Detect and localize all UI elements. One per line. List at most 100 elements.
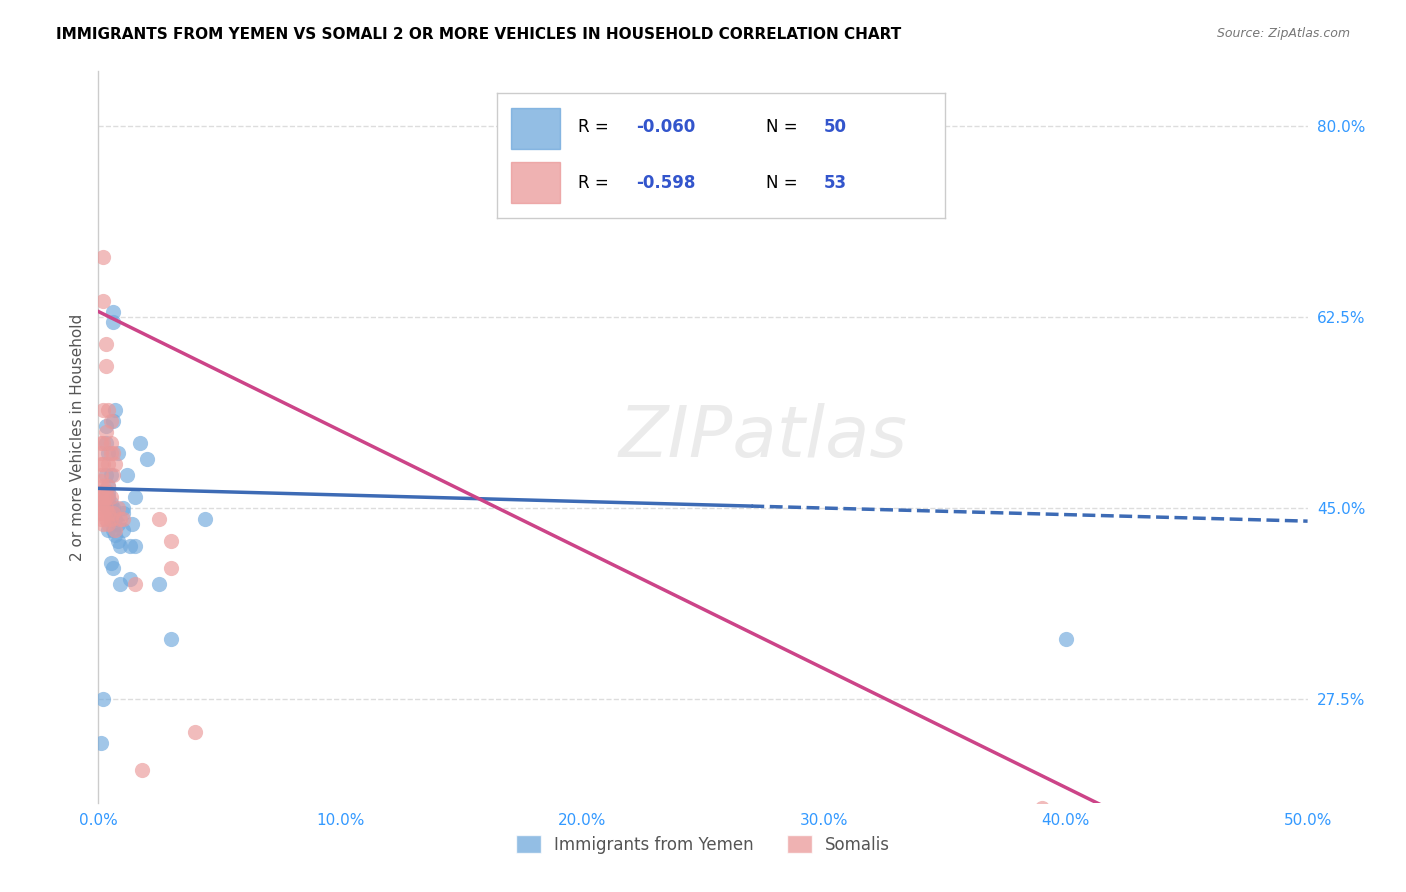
- Text: ZIPatlas: ZIPatlas: [619, 402, 908, 472]
- Point: [107, 533, 129, 548]
- Point: [135, 451, 157, 466]
- Text: IMMIGRANTS FROM YEMEN VS SOMALI 2 OR MORE VEHICLES IN HOUSEHOLD CORRELATION CHAR: IMMIGRANTS FROM YEMEN VS SOMALI 2 OR MOR…: [56, 27, 901, 42]
- Point: [94, 359, 117, 373]
- Point: [90, 484, 112, 499]
- Point: [100, 490, 122, 504]
- Point: [90, 446, 112, 460]
- Point: [160, 533, 183, 548]
- Point: [108, 539, 131, 553]
- Point: [91, 479, 114, 493]
- Point: [100, 512, 122, 526]
- Point: [100, 507, 122, 521]
- Point: [90, 435, 112, 450]
- Point: [108, 512, 131, 526]
- Point: [101, 507, 124, 521]
- Point: [91, 435, 114, 450]
- Point: [111, 523, 134, 537]
- Point: [111, 507, 134, 521]
- Point: [94, 512, 117, 526]
- Point: [94, 490, 117, 504]
- Point: [97, 523, 120, 537]
- Point: [148, 512, 170, 526]
- Point: [94, 425, 117, 439]
- Point: [97, 402, 120, 417]
- Point: [100, 435, 122, 450]
- Point: [90, 468, 112, 483]
- Point: [97, 446, 120, 460]
- Point: [101, 523, 124, 537]
- Point: [91, 692, 114, 706]
- Point: [90, 458, 112, 472]
- Point: [107, 446, 129, 460]
- Point: [90, 474, 112, 488]
- Point: [91, 507, 114, 521]
- Point: [100, 414, 122, 428]
- Point: [90, 490, 112, 504]
- Point: [91, 517, 114, 532]
- Text: Source: ZipAtlas.com: Source: ZipAtlas.com: [1216, 27, 1350, 40]
- Point: [111, 512, 134, 526]
- Point: [118, 572, 141, 586]
- Point: [91, 293, 114, 308]
- Point: [91, 495, 114, 509]
- Point: [104, 458, 127, 472]
- Point: [97, 490, 120, 504]
- Point: [90, 507, 112, 521]
- Point: [100, 446, 122, 460]
- Point: [101, 468, 124, 483]
- Point: [101, 446, 124, 460]
- Point: [97, 501, 120, 516]
- Point: [97, 458, 120, 472]
- Point: [91, 458, 114, 472]
- Point: [101, 304, 124, 318]
- Point: [90, 512, 112, 526]
- Point: [131, 763, 153, 777]
- Point: [194, 512, 217, 526]
- Point: [108, 577, 131, 591]
- Point: [94, 495, 117, 509]
- Point: [160, 561, 183, 575]
- Point: [100, 495, 122, 509]
- Point: [94, 337, 117, 351]
- Point: [104, 523, 127, 537]
- Point: [107, 517, 129, 532]
- Point: [128, 435, 150, 450]
- Point: [97, 517, 120, 532]
- Point: [104, 528, 127, 542]
- Point: [111, 501, 134, 516]
- Point: [184, 724, 207, 739]
- Point: [97, 490, 120, 504]
- Point: [121, 517, 143, 532]
- Point: [94, 468, 117, 483]
- Point: [97, 484, 120, 499]
- Point: [1054, 632, 1077, 646]
- Point: [97, 479, 120, 493]
- Legend: Immigrants from Yemen, Somalis: Immigrants from Yemen, Somalis: [509, 829, 897, 860]
- Point: [160, 632, 183, 646]
- Point: [97, 495, 120, 509]
- Point: [100, 468, 122, 483]
- Point: [91, 501, 114, 516]
- Point: [1031, 801, 1053, 815]
- Point: [107, 501, 129, 516]
- Point: [101, 414, 124, 428]
- Point: [124, 490, 146, 504]
- Point: [94, 501, 117, 516]
- Point: [90, 736, 112, 750]
- Point: [117, 468, 139, 483]
- Point: [124, 539, 146, 553]
- Point: [148, 577, 170, 591]
- Point: [91, 402, 114, 417]
- Point: [91, 250, 114, 264]
- Point: [94, 435, 117, 450]
- Point: [94, 490, 117, 504]
- Point: [91, 495, 114, 509]
- Point: [104, 402, 127, 417]
- Point: [101, 561, 124, 575]
- Point: [101, 501, 124, 516]
- Point: [97, 507, 120, 521]
- Point: [100, 512, 122, 526]
- Point: [90, 495, 112, 509]
- Point: [104, 512, 127, 526]
- Point: [101, 315, 124, 329]
